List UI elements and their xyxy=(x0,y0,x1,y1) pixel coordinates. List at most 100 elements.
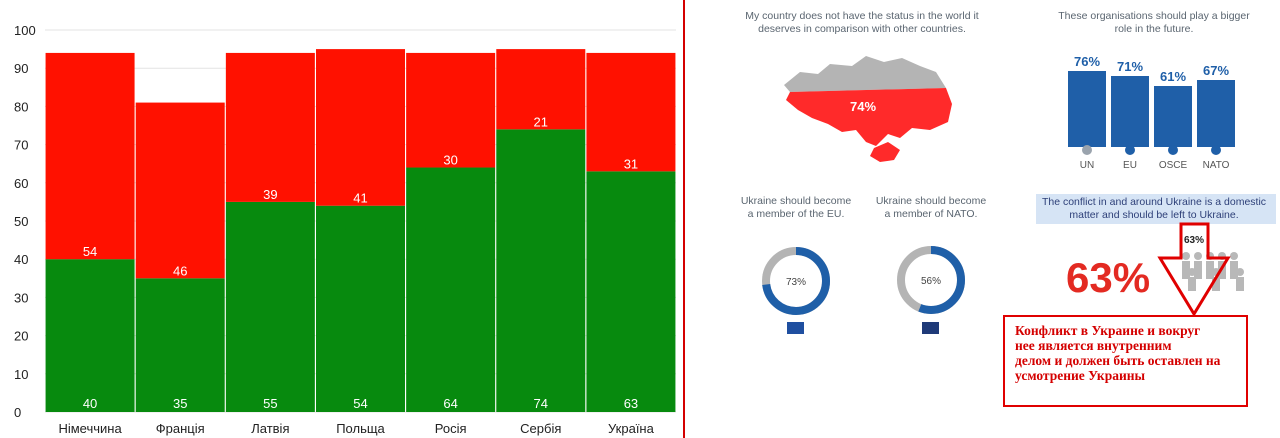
data-label: 46 xyxy=(173,263,187,278)
donut-arc xyxy=(762,247,830,315)
crimea-part xyxy=(870,142,900,162)
data-label: 40 xyxy=(83,396,97,411)
org-emblem-icon xyxy=(1168,145,1178,155)
data-label: 54 xyxy=(353,396,367,411)
org-label: UN xyxy=(1080,160,1094,171)
x-tick-label: Росія xyxy=(435,421,467,436)
conflict-small-value: 63% xyxy=(1184,235,1204,246)
survey-infographic: My country does not have the status in t… xyxy=(741,10,1276,334)
data-label: 21 xyxy=(534,114,548,129)
y-tick-label: 60 xyxy=(14,176,28,191)
y-tick-label: 70 xyxy=(14,138,28,153)
conflict-caption-line-2: matter and should be left to Ukraine. xyxy=(1069,209,1238,221)
org-label: EU xyxy=(1123,160,1137,171)
bar-segment xyxy=(406,167,496,412)
data-label: 54 xyxy=(83,244,97,259)
data-label: 31 xyxy=(624,156,638,171)
russian-note-line-4: усмотрение Украины xyxy=(1015,368,1146,383)
data-label: 64 xyxy=(443,396,457,411)
org-value: 61% xyxy=(1160,69,1186,84)
status-caption-line-2: deserves in comparison with other countr… xyxy=(758,23,966,35)
data-label: 55 xyxy=(263,396,277,411)
bar-segment xyxy=(225,201,315,412)
org-label: OSCE xyxy=(1159,160,1188,171)
conflict-caption-line-1: The conflict in and around Ukraine is a … xyxy=(1042,196,1266,208)
y-axis-ticks: 0 10 20 30 40 50 60 70 80 90 100 xyxy=(14,23,36,420)
conflict-big-value: 63% xyxy=(1066,254,1150,301)
data-label: 63 xyxy=(624,396,638,411)
russian-note-line-3: делом и должен быть оставлен на xyxy=(1015,353,1221,368)
bar-segment xyxy=(316,205,405,412)
bar-segment xyxy=(225,52,315,202)
bar-segment xyxy=(496,49,586,130)
down-arrow-icon xyxy=(1157,222,1231,317)
status-value: 74% xyxy=(850,99,876,114)
russian-note-line-2: нее является внутренним xyxy=(1015,338,1172,353)
orgs-caption-line-1: These organisations should play a bigger xyxy=(1058,10,1250,22)
x-tick-label: Сербія xyxy=(520,421,561,436)
y-tick-label: 80 xyxy=(14,99,28,114)
org-bar xyxy=(1197,80,1235,147)
org-emblem-icon xyxy=(1125,145,1135,155)
ukraine-map-gray-part xyxy=(784,56,946,92)
org-bar xyxy=(1068,71,1106,147)
nato-caption-line-2: a member of NATO. xyxy=(885,208,978,220)
eu-donut-value: 73% xyxy=(786,277,806,288)
orgs-caption-line-2: role in the future. xyxy=(1115,23,1194,35)
x-tick-label: Польща xyxy=(336,421,385,436)
y-tick-label: 50 xyxy=(14,214,28,229)
organisation-bars: 76% UN 71% EU 61% OSCE 67% NATO xyxy=(1068,54,1235,171)
bar-segment xyxy=(45,259,135,412)
bar-segment xyxy=(135,278,225,412)
data-label: 39 xyxy=(263,187,277,202)
y-tick-label: 90 xyxy=(14,61,28,76)
bars xyxy=(45,49,676,412)
org-emblem-icon xyxy=(1082,145,1092,155)
x-tick-label: Україна xyxy=(608,421,655,436)
bar-segment xyxy=(586,52,676,172)
y-tick-label: 40 xyxy=(14,252,28,267)
eu-caption-line-2: a member of the EU. xyxy=(748,208,845,220)
x-tick-label: Німеччина xyxy=(58,421,122,436)
org-value: 67% xyxy=(1203,63,1229,78)
bar-segment xyxy=(135,102,225,279)
bar-segment xyxy=(586,171,676,412)
x-tick-label: Франція xyxy=(156,421,205,436)
org-bar xyxy=(1111,76,1149,147)
data-label: 30 xyxy=(443,153,457,168)
data-label: 74 xyxy=(534,396,548,411)
panel-divider xyxy=(683,0,685,438)
org-value: 71% xyxy=(1117,59,1143,74)
org-value: 76% xyxy=(1074,54,1100,69)
y-tick-label: 20 xyxy=(14,329,28,344)
status-caption-line-1: My country does not have the status in t… xyxy=(745,10,979,22)
data-label: 35 xyxy=(173,396,187,411)
bar-segment xyxy=(45,52,135,260)
org-label: NATO xyxy=(1203,160,1230,171)
eu-donut xyxy=(762,247,830,315)
data-label: 41 xyxy=(353,191,367,206)
org-emblem-icon xyxy=(1211,145,1221,155)
ukraine-map-red-part xyxy=(786,88,952,146)
y-tick-label: 0 xyxy=(14,405,21,420)
bar-segment xyxy=(316,49,405,206)
nato-donut-value: 56% xyxy=(921,276,941,287)
ukraine-map xyxy=(784,56,952,162)
org-bar xyxy=(1154,86,1192,147)
data-labels: 40 54 35 46 55 39 54 41 64 30 74 21 63 31 xyxy=(83,114,638,411)
bar-segment xyxy=(406,52,496,168)
bar-segment xyxy=(496,129,586,412)
conflict-caption-highlight xyxy=(1036,194,1276,224)
y-tick-label: 10 xyxy=(14,367,28,382)
stacked-bar-chart: 40 54 35 46 55 39 54 41 64 30 74 21 63 31 0 10 20 30 40 50… xyxy=(14,23,676,436)
x-tick-label: Латвія xyxy=(251,421,289,436)
russian-translation-note: Конфликт в Украине и вокруг нее является… xyxy=(1003,315,1248,407)
x-axis-ticks: Німеччина Франція Латвія Польща Росія Сербія У… xyxy=(58,421,654,436)
eu-flag-icon xyxy=(787,322,804,334)
y-tick-label: 100 xyxy=(14,23,36,38)
donut-arc xyxy=(897,246,965,314)
nato-flag-icon xyxy=(922,322,939,334)
y-tick-label: 30 xyxy=(14,290,28,305)
nato-donut xyxy=(897,246,965,314)
russian-note-line-1: Конфликт в Украине и вокруг xyxy=(1015,323,1201,338)
